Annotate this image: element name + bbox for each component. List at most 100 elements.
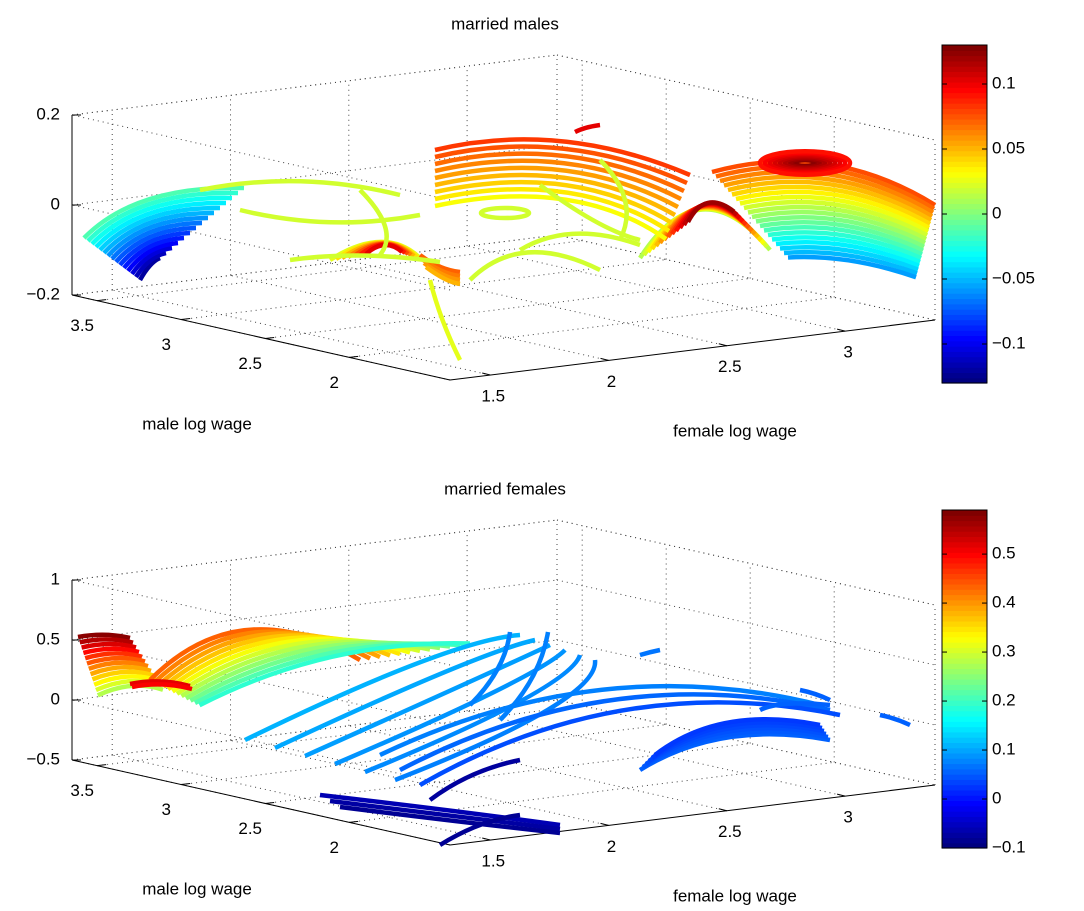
chart-title: married females [444, 479, 566, 498]
y-axis [449, 784, 936, 846]
colorbar-stripe [942, 203, 987, 210]
contour-line [751, 209, 927, 246]
contour-line [122, 235, 185, 270]
contour-line [131, 682, 193, 692]
colorbar-stripe [942, 583, 987, 590]
colorbar-stripe [942, 319, 987, 326]
contour-line [434, 186, 671, 233]
colorbar-stripe [942, 578, 987, 585]
contour-line [763, 225, 923, 257]
x-tick-label: 3.5 [70, 781, 94, 800]
colorbar-stripe [942, 293, 987, 300]
colorbar-stripe [942, 198, 987, 205]
colorbar-stripe [942, 620, 987, 627]
colorbar-stripe [942, 282, 987, 289]
colorbar-stripe [942, 626, 987, 633]
contour-line [289, 253, 441, 265]
colorbar-stripe [942, 615, 987, 622]
colorbar-stripe [942, 50, 987, 57]
colorbar-stripe [942, 510, 987, 516]
colorbar-stripe [942, 552, 987, 559]
contour-line [685, 200, 736, 224]
colorbar-stripe [942, 694, 987, 701]
colorbar-tick-label: 0.1 [992, 740, 1016, 759]
contour-line [239, 207, 421, 225]
colorbar-tick-label: 0 [992, 203, 1001, 222]
colorbar-stripe [942, 240, 987, 247]
contour-line [438, 812, 521, 847]
colorbar-stripe [942, 657, 987, 664]
z-tick-label: 0 [51, 689, 60, 708]
colorbar-stripe [942, 372, 987, 379]
colorbar-stripe [942, 351, 987, 358]
grid-line [348, 260, 727, 347]
contour-line [434, 179, 674, 225]
colorbar-stripe [942, 647, 987, 654]
y-tick-label: 2 [607, 837, 616, 856]
colorbar-stripe [942, 361, 987, 368]
colorbar-stripe [942, 689, 987, 696]
contour-line [274, 637, 536, 751]
contour-line [731, 184, 932, 226]
contour-line [759, 220, 924, 253]
contour-line [434, 144, 688, 186]
colorbar-stripe [942, 256, 987, 263]
contour-line [130, 245, 173, 276]
contour-line [434, 137, 691, 178]
colorbar-stripe [942, 673, 987, 680]
colorbar-stripe [942, 784, 987, 791]
colorbar-stripe [942, 679, 987, 685]
contour-line [79, 637, 134, 645]
colorbar-stripe [942, 684, 987, 691]
contour-line [779, 245, 919, 272]
colorbar-stripe [942, 309, 987, 315]
colorbar-frame [941, 509, 988, 849]
contour-line [98, 205, 221, 252]
contour-line [727, 179, 933, 223]
contour-line [739, 194, 930, 234]
colorbar-stripe [942, 779, 987, 786]
x-tick-label: 3.5 [70, 316, 94, 335]
contour-line [518, 231, 641, 252]
colorbar-stripe [942, 145, 987, 152]
contour-line [723, 174, 934, 219]
colorbar-stripe [942, 837, 987, 844]
contour-line [244, 632, 521, 743]
colorbar-stripe [942, 800, 987, 807]
contour-line [757, 149, 853, 177]
y-tick-label: 1.5 [481, 387, 505, 406]
contour-line [434, 151, 685, 194]
contour-line [90, 195, 233, 246]
contour-line [198, 641, 471, 708]
y-axis-label: female log wage [673, 886, 797, 905]
colorbar-stripe [942, 568, 987, 574]
colorbar-stripe [942, 303, 987, 310]
colorbar-stripe [942, 536, 987, 543]
colorbar-tick-label: −0.1 [992, 333, 1026, 352]
colorbar-stripe [942, 330, 987, 337]
colorbar-tick-label: 0.05 [992, 138, 1025, 157]
contour-line [434, 172, 677, 217]
contour-line [88, 660, 149, 671]
colorbar-stripe [942, 636, 987, 643]
contour-line [398, 692, 831, 772]
grid-line [71, 519, 558, 581]
box-edge [556, 519, 936, 606]
colorbar-stripe [942, 589, 987, 596]
x-tick-label: 2 [329, 373, 338, 392]
y-tick-label: 3 [843, 808, 852, 827]
colorbar-stripe [942, 314, 987, 321]
z-tick-label: 0 [51, 194, 60, 213]
colorbar-stripe [942, 642, 987, 648]
colorbar-tick-label: 0.1 [992, 73, 1016, 92]
colorbar-stripe [942, 245, 987, 252]
contour-line [364, 654, 583, 775]
colorbar-stripe [942, 108, 987, 115]
colorbar-stripe [942, 811, 987, 817]
contour-line [89, 664, 152, 677]
contour-line [394, 659, 598, 783]
colorbar-stripe [942, 546, 987, 553]
colorbar-stripe [942, 525, 987, 532]
colorbar-stripe [942, 562, 987, 569]
